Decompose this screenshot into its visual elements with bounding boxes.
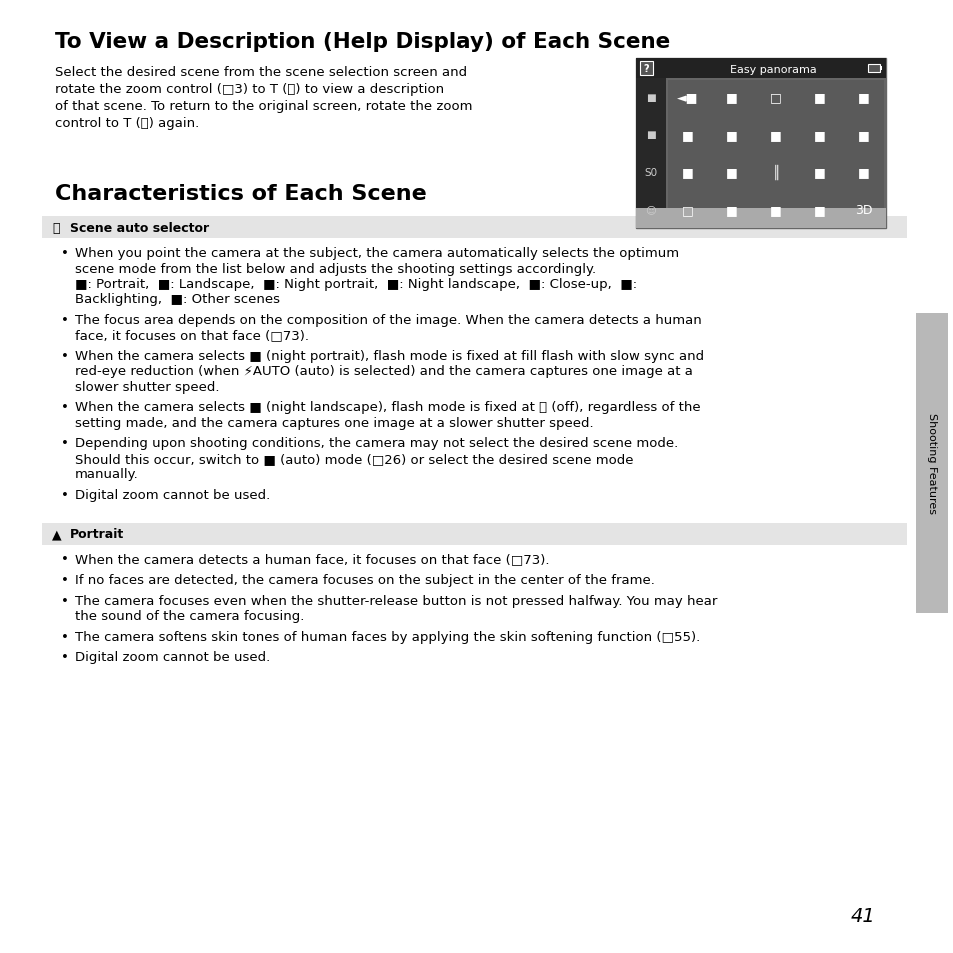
Text: Backlighting,  ■: Other scenes: Backlighting, ■: Other scenes <box>75 294 280 306</box>
Bar <box>42 216 906 239</box>
Text: ■: ■ <box>813 129 825 142</box>
Text: Characteristics of Each Scene: Characteristics of Each Scene <box>55 184 426 204</box>
Text: manually.: manually. <box>75 468 138 481</box>
Bar <box>636 59 885 79</box>
Text: •: • <box>61 350 69 363</box>
Bar <box>636 59 885 229</box>
Text: When the camera selects ■ (night portrait), flash mode is fixed at fill flash wi: When the camera selects ■ (night portrai… <box>75 350 703 363</box>
Text: S0: S0 <box>644 168 657 177</box>
Text: 41: 41 <box>849 906 874 925</box>
Text: ⓞ: ⓞ <box>52 221 59 234</box>
Text: •: • <box>61 247 69 260</box>
Text: ■: ■ <box>645 92 655 103</box>
Text: rotate the zoom control (□3) to T (ⓘ) to view a description: rotate the zoom control (□3) to T (ⓘ) to… <box>55 83 444 96</box>
Bar <box>867 65 879 73</box>
Bar <box>639 62 652 76</box>
Text: face, it focuses on that face (□73).: face, it focuses on that face (□73). <box>75 329 309 342</box>
Text: ?: ? <box>643 64 649 74</box>
Text: ☺: ☺ <box>645 205 656 215</box>
Text: ■: ■ <box>813 166 825 179</box>
Text: ■: ■ <box>813 204 825 216</box>
Text: ■: Portrait,  ■: Landscape,  ■: Night portrait,  ■: Night landscape,  ■: Close-u: ■: Portrait, ■: Landscape, ■: Night port… <box>75 277 637 291</box>
Bar <box>915 314 947 614</box>
Bar <box>879 67 882 71</box>
Text: Should this occur, switch to ■ (auto) mode (□26) or select the desired scene mod: Should this occur, switch to ■ (auto) mo… <box>75 453 633 465</box>
Text: Easy panorama: Easy panorama <box>729 65 816 75</box>
Text: When the camera selects ■ (night landscape), flash mode is fixed at ⓨ (off), reg: When the camera selects ■ (night landsca… <box>75 401 700 414</box>
Text: ■: ■ <box>681 129 693 142</box>
Text: ■: ■ <box>645 131 655 140</box>
Text: ■: ■ <box>769 129 781 142</box>
Text: the sound of the camera focusing.: the sound of the camera focusing. <box>75 609 304 622</box>
Text: When the camera detects a human face, it focuses on that face (□73).: When the camera detects a human face, it… <box>75 553 549 566</box>
Text: Portrait: Portrait <box>70 527 124 540</box>
Text: □: □ <box>769 91 781 104</box>
Bar <box>42 523 906 545</box>
Text: ■: ■ <box>858 91 869 104</box>
Text: Shooting Features: Shooting Features <box>926 413 936 514</box>
Text: control to T (ⓘ) again.: control to T (ⓘ) again. <box>55 117 199 130</box>
Text: ■: ■ <box>725 204 737 216</box>
Text: To View a Description (Help Display) of Each Scene: To View a Description (Help Display) of … <box>55 32 670 52</box>
Text: setting made, and the camera captures one image at a slower shutter speed.: setting made, and the camera captures on… <box>75 416 593 430</box>
Text: If no faces are detected, the camera focuses on the subject in the center of the: If no faces are detected, the camera foc… <box>75 574 654 586</box>
Text: ■: ■ <box>858 129 869 142</box>
Text: ■: ■ <box>769 204 781 216</box>
Text: ■: ■ <box>725 166 737 179</box>
Text: □: □ <box>681 204 693 216</box>
Text: ◄■: ◄■ <box>677 91 698 104</box>
Text: •: • <box>61 437 69 450</box>
Text: •: • <box>61 314 69 327</box>
Text: ▲: ▲ <box>52 527 62 540</box>
Text: •: • <box>61 630 69 643</box>
Text: ■: ■ <box>725 91 737 104</box>
Text: ■: ■ <box>813 91 825 104</box>
Text: When you point the camera at the subject, the camera automatically selects the o: When you point the camera at the subject… <box>75 247 679 260</box>
Text: ■: ■ <box>858 166 869 179</box>
Text: red-eye reduction (when ⚡AUTO (auto) is selected) and the camera captures one im: red-eye reduction (when ⚡AUTO (auto) is … <box>75 365 692 378</box>
Text: The focus area depends on the composition of the image. When the camera detects : The focus area depends on the compositio… <box>75 314 701 327</box>
Text: 3D: 3D <box>854 204 872 216</box>
Text: •: • <box>61 489 69 501</box>
Text: •: • <box>61 401 69 414</box>
Bar <box>636 79 665 229</box>
Bar <box>665 79 885 229</box>
Text: •: • <box>61 594 69 607</box>
Text: ■: ■ <box>681 166 693 179</box>
Text: scene mode from the list below and adjusts the shooting settings accordingly.: scene mode from the list below and adjus… <box>75 262 596 275</box>
Text: •: • <box>61 650 69 663</box>
Text: ║: ║ <box>771 165 779 180</box>
Text: •: • <box>61 574 69 586</box>
Text: Digital zoom cannot be used.: Digital zoom cannot be used. <box>75 489 270 501</box>
Text: The camera softens skin tones of human faces by applying the skin softening func: The camera softens skin tones of human f… <box>75 630 700 643</box>
Text: Scene auto selector: Scene auto selector <box>70 221 209 234</box>
Text: The camera focuses even when the shutter-release button is not pressed halfway. : The camera focuses even when the shutter… <box>75 594 717 607</box>
Text: Digital zoom cannot be used.: Digital zoom cannot be used. <box>75 650 270 663</box>
Text: Depending upon shooting conditions, the camera may not select the desired scene : Depending upon shooting conditions, the … <box>75 437 678 450</box>
Text: ■: ■ <box>725 129 737 142</box>
Text: Select the desired scene from the scene selection screen and: Select the desired scene from the scene … <box>55 66 467 79</box>
Bar <box>636 209 885 229</box>
Bar <box>667 81 883 227</box>
Text: •: • <box>61 553 69 566</box>
Text: of that scene. To return to the original screen, rotate the zoom: of that scene. To return to the original… <box>55 100 472 112</box>
Text: slower shutter speed.: slower shutter speed. <box>75 380 219 394</box>
